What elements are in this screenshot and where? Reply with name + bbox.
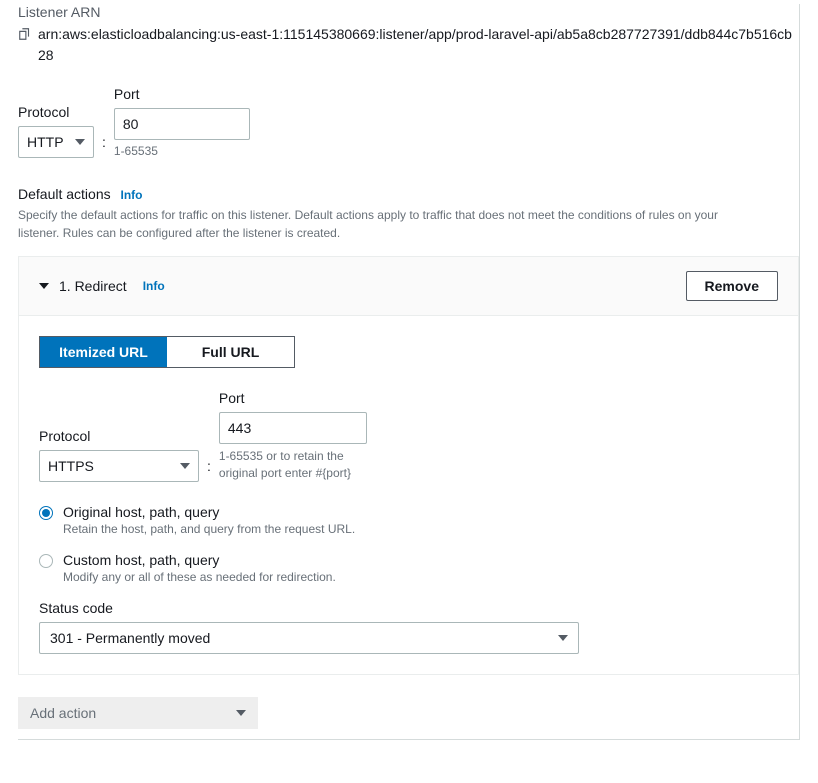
radio-custom-host[interactable] bbox=[39, 554, 53, 568]
radio-original-label: Original host, path, query bbox=[63, 504, 355, 520]
segmented-full-url[interactable]: Full URL bbox=[167, 337, 294, 367]
redirect-protocol-select[interactable]: HTTPS bbox=[39, 450, 199, 482]
caret-down-icon bbox=[75, 139, 85, 145]
remove-button[interactable]: Remove bbox=[686, 271, 778, 301]
add-action-button[interactable]: Add action bbox=[18, 697, 258, 729]
segmented-itemized-url[interactable]: Itemized URL bbox=[40, 337, 167, 367]
redirect-port-input[interactable] bbox=[219, 412, 367, 444]
port-label: Port bbox=[114, 86, 250, 102]
radio-original-host[interactable] bbox=[39, 506, 53, 520]
copy-icon[interactable] bbox=[18, 27, 32, 41]
redirect-protocol-value: HTTPS bbox=[48, 458, 94, 474]
action-info-link[interactable]: Info bbox=[143, 279, 165, 293]
add-action-label: Add action bbox=[30, 705, 96, 721]
listener-arn-label: Listener ARN bbox=[18, 4, 799, 20]
radio-custom-desc: Modify any or all of these as needed for… bbox=[63, 570, 336, 584]
caret-down-icon bbox=[236, 710, 246, 716]
action-title: 1. Redirect bbox=[59, 278, 127, 294]
radio-custom-label: Custom host, path, query bbox=[63, 552, 336, 568]
protocol-port-separator: : bbox=[102, 134, 106, 158]
protocol-select[interactable]: HTTP bbox=[18, 126, 94, 158]
port-hint: 1-65535 bbox=[114, 144, 250, 158]
caret-down-icon bbox=[558, 635, 568, 641]
default-actions-title: Default actions bbox=[18, 186, 111, 202]
status-code-select[interactable]: 301 - Permanently moved bbox=[39, 622, 579, 654]
redirect-port-label: Port bbox=[219, 390, 367, 406]
protocol-label: Protocol bbox=[18, 104, 94, 120]
default-actions-info-link[interactable]: Info bbox=[121, 188, 143, 202]
port-input[interactable] bbox=[114, 108, 250, 140]
caret-down-icon bbox=[180, 463, 190, 469]
protocol-value: HTTP bbox=[27, 134, 64, 150]
default-actions-desc: Specify the default actions for traffic … bbox=[18, 206, 758, 242]
action-panel-redirect: 1. Redirect Info Remove Itemized URL Ful… bbox=[18, 256, 799, 675]
redirect-separator: : bbox=[207, 458, 211, 482]
status-code-label: Status code bbox=[39, 600, 778, 616]
url-mode-segmented: Itemized URL Full URL bbox=[39, 336, 295, 368]
status-code-value: 301 - Permanently moved bbox=[50, 630, 210, 646]
radio-original-desc: Retain the host, path, and query from th… bbox=[63, 522, 355, 536]
redirect-port-hint: 1-65535 or to retain the original port e… bbox=[219, 448, 367, 482]
expand-caret-icon[interactable] bbox=[39, 283, 49, 289]
listener-arn-value: arn:aws:elasticloadbalancing:us-east-1:1… bbox=[38, 24, 799, 66]
redirect-protocol-label: Protocol bbox=[39, 428, 199, 444]
